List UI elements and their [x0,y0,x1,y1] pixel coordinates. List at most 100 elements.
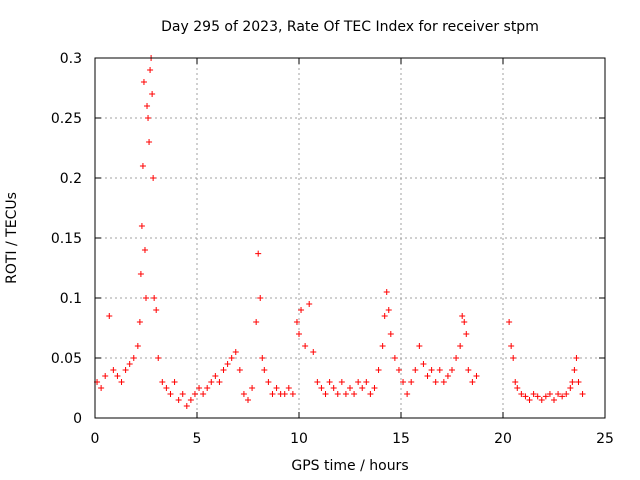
data-point [559,393,566,400]
data-point [367,391,374,397]
data-point [314,379,321,385]
data-point [465,367,472,373]
data-point [449,367,455,373]
y-tick-label: 0.2 [60,171,82,187]
data-point [542,393,549,400]
data-point [171,379,178,385]
data-point [334,391,341,397]
data-point [351,391,358,397]
data-point [220,367,227,373]
data-point [571,367,578,373]
data-point [136,319,143,325]
data-point [546,391,553,397]
data-point [289,391,296,397]
data-point [110,367,117,373]
y-axis-label: ROTI / TECUs [4,192,20,284]
data-point [145,115,152,121]
data-point [259,355,266,361]
data-point [338,379,345,385]
data-point [285,385,292,391]
data-point [518,391,525,397]
data-point [153,307,160,313]
data-point [461,319,468,325]
data-point [102,373,109,379]
data-point [143,295,149,301]
chart-title: Day 295 of 2023, Rate Of TEC Index for r… [161,19,539,35]
y-tick-label: 0.05 [51,351,82,367]
data-point [236,367,243,373]
data-point [155,355,162,361]
data-point [342,391,349,397]
plot-frame [94,57,606,419]
x-tick-label: 10 [290,431,308,447]
data-point [167,391,174,397]
axis-ticks: 0 5 10 15 20 25 0 0.05 0.1 0.15 0.2 0.25 0.3 [51,51,614,447]
data-point [212,373,219,379]
data-point [302,343,309,349]
data-point [293,319,300,325]
data-point [534,393,541,400]
grid-lines [95,58,605,418]
data-point [436,367,443,373]
data-point [440,379,447,385]
data-point [387,331,394,337]
data-point [508,343,515,349]
data-point [141,247,148,253]
data-point [130,355,137,361]
data-point [506,319,513,325]
data-point [296,331,302,337]
data-point [240,391,247,397]
y-tick-label: 0.1 [60,291,82,307]
data-point [261,367,268,373]
x-tick-label: 5 [193,431,202,447]
y-tick-label: 0.25 [51,111,82,127]
data-point [400,379,407,385]
data-point [310,349,317,355]
data-point [232,349,239,355]
data-point [420,361,427,367]
data-point [551,397,557,403]
data-point [138,223,145,229]
data-point [255,250,262,257]
data-point [298,307,305,313]
data-point [191,391,198,397]
data-point [569,379,576,385]
data-point [208,379,215,385]
data-point [510,355,517,361]
data-point [347,385,353,391]
data-point [412,367,419,373]
data-point [457,343,464,349]
data-point [159,379,166,385]
data-point [371,385,378,391]
data-point [379,343,386,349]
data-point [381,313,388,319]
data-point [249,385,256,391]
data-point [444,373,451,379]
data-point [404,391,411,397]
data-point [216,379,223,385]
data-point [273,385,280,391]
x-axis-label: GPS time / hours [291,458,408,474]
data-point [555,391,562,397]
data-point [134,343,141,349]
data-point [114,373,121,379]
data-point [526,397,533,403]
x-tick-label: 20 [494,431,512,447]
data-point [473,373,480,379]
data-point [530,391,537,397]
data-point [183,403,190,409]
x-tick-label: 15 [392,431,410,447]
data-point [463,331,470,337]
data-point [306,301,313,307]
data-point [391,355,398,361]
y-tick-label: 0 [73,411,82,427]
data-point [245,397,251,403]
data-point [228,355,235,361]
data-point [149,91,156,97]
data-point [147,67,154,73]
data-point [253,319,260,325]
data-point [179,391,186,397]
data-point [424,373,431,379]
